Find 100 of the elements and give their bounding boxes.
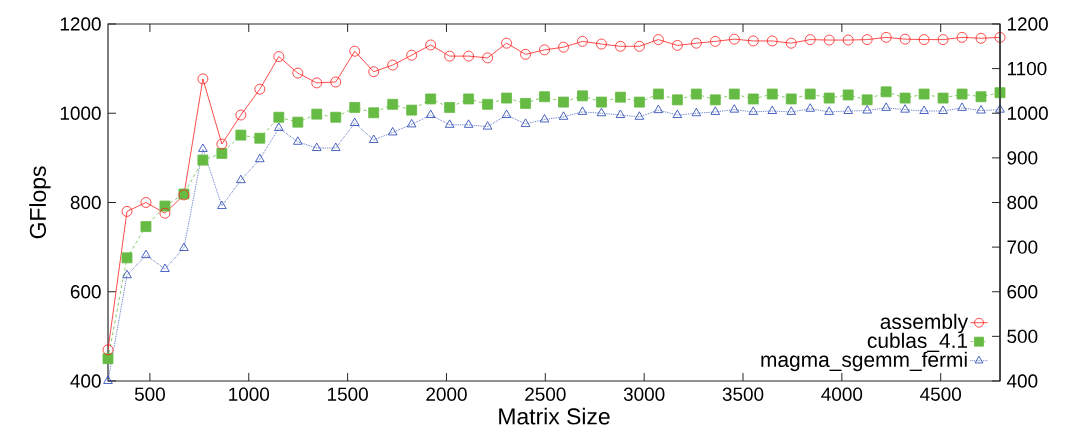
y-tick-label: 800	[70, 195, 101, 210]
point	[596, 38, 607, 50]
point	[520, 98, 531, 109]
point	[919, 105, 929, 114]
point	[709, 94, 721, 106]
point	[747, 35, 759, 47]
point	[482, 121, 493, 130]
x-tick-label: 2000	[426, 387, 467, 401]
y2-tick-label: 500	[1007, 329, 1038, 344]
point	[501, 109, 512, 118]
y2-tick-label: 1100	[1007, 61, 1047, 76]
point	[577, 106, 588, 115]
point	[140, 221, 152, 232]
point	[899, 92, 911, 104]
x-tick-label: 2500	[525, 387, 566, 401]
point	[709, 35, 721, 47]
point	[918, 34, 930, 45]
point	[861, 94, 873, 106]
point	[368, 107, 380, 119]
point	[842, 89, 854, 101]
point	[254, 132, 266, 144]
point	[463, 119, 474, 128]
point	[767, 105, 777, 114]
point	[292, 116, 304, 128]
point	[425, 109, 436, 118]
point	[634, 96, 645, 108]
point	[121, 252, 133, 264]
point	[956, 31, 968, 43]
point	[690, 88, 702, 100]
point	[804, 34, 816, 45]
point	[634, 111, 645, 120]
point	[160, 263, 170, 272]
point	[690, 37, 702, 49]
point	[254, 83, 266, 95]
point	[463, 50, 475, 62]
point	[976, 105, 986, 114]
point	[785, 93, 797, 105]
point	[463, 93, 475, 105]
point	[198, 143, 208, 152]
x-axis-title: Matrix Size	[499, 407, 610, 425]
point	[728, 88, 740, 100]
point	[823, 34, 835, 46]
point	[824, 106, 834, 115]
point	[558, 96, 569, 108]
x-tick-label: 3500	[722, 387, 764, 401]
point	[615, 40, 626, 52]
point	[994, 87, 1006, 99]
point	[349, 45, 361, 57]
x-tick-label: 4000	[821, 387, 863, 401]
legend-label: assembly	[880, 313, 969, 334]
point	[671, 40, 683, 51]
point	[652, 88, 664, 100]
point	[197, 73, 209, 85]
point	[938, 105, 948, 114]
point	[482, 52, 493, 64]
point	[747, 93, 759, 105]
point	[121, 206, 133, 217]
y2-tick-label: 600	[1007, 285, 1038, 299]
point	[368, 134, 379, 143]
point	[501, 37, 512, 49]
point	[615, 91, 626, 103]
point	[937, 92, 949, 104]
point	[805, 103, 815, 112]
point	[425, 39, 437, 51]
point	[330, 111, 342, 123]
point	[159, 207, 171, 219]
point	[520, 118, 531, 127]
y2-tick-label: 1000	[1007, 106, 1048, 120]
point	[577, 90, 588, 102]
point	[501, 92, 512, 104]
legend-label: magma_sgemm_fermi	[761, 351, 967, 372]
point	[539, 91, 550, 103]
point	[785, 37, 797, 49]
point	[406, 49, 418, 61]
point	[596, 107, 607, 117]
point	[975, 32, 987, 44]
point	[558, 111, 569, 120]
point	[937, 34, 949, 45]
point	[406, 104, 418, 116]
point	[217, 200, 227, 209]
point	[387, 127, 398, 136]
point	[918, 88, 930, 100]
point	[766, 88, 778, 100]
point	[444, 50, 456, 62]
point	[425, 93, 437, 105]
point	[823, 92, 835, 104]
y-tick-label: 400	[70, 374, 101, 388]
point	[331, 142, 341, 151]
point	[671, 94, 683, 106]
x-tick-label: 500	[134, 387, 165, 401]
point	[880, 31, 892, 43]
point	[292, 67, 304, 79]
point	[596, 96, 607, 108]
legend-label: cublas_4.1	[867, 332, 968, 352]
x-tick-label: 4500	[920, 387, 961, 401]
point	[804, 88, 816, 100]
point	[274, 122, 284, 131]
point	[862, 105, 872, 114]
point	[140, 197, 152, 208]
y-tick-label: 1200	[60, 17, 101, 31]
